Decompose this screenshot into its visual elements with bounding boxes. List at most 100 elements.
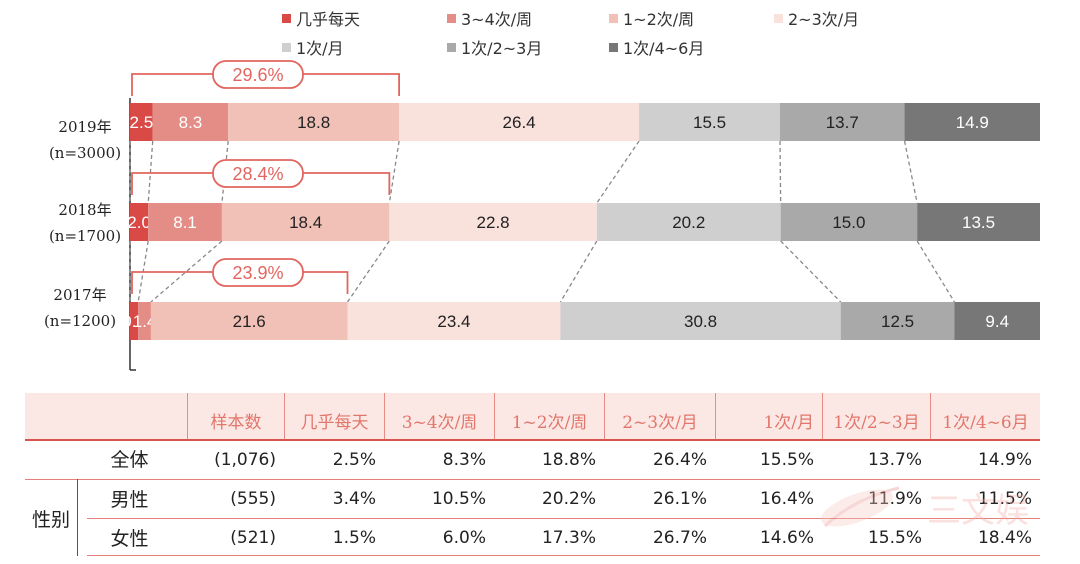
category-year: 2017年 <box>53 286 107 304</box>
watermark-logo: 三文娱 <box>815 478 1055 546</box>
header-2-3-per-month: 2~3次/月 <box>622 413 698 433</box>
bar-value-label: 18.8 <box>297 113 330 132</box>
legend-label: 1~2次/周 <box>623 10 695 29</box>
table-cell: 14.9% <box>977 450 1032 470</box>
table-cell: (521) <box>230 528 276 548</box>
legend-label: 1次/4~6月 <box>623 39 705 58</box>
header-divider <box>384 393 385 439</box>
bar-value-label: 13.7 <box>826 113 859 132</box>
category-label-2018: 2018年 (n=1700) <box>40 197 130 249</box>
row-label-all: 全体 <box>110 449 149 471</box>
bar-segment <box>639 103 780 141</box>
category-sample-size: (n=1200) <box>43 312 117 330</box>
header-divider <box>284 393 285 439</box>
header-3-4-per-week: 3~4次/周 <box>401 413 478 433</box>
table-cell: 6.0% <box>442 528 486 548</box>
segment-connector-line <box>388 140 400 204</box>
bar-segment <box>904 103 1040 141</box>
row-label-female: 女性 <box>110 528 149 550</box>
segment-connector-line <box>596 140 640 204</box>
subtotal-pill <box>212 258 304 287</box>
legend-item: 2~3次/月 <box>774 6 859 30</box>
bar-value-label: 22.8 <box>477 213 510 232</box>
legend-label: 1次/月 <box>296 39 344 58</box>
group-bracket <box>77 479 78 556</box>
segment-connector-line <box>346 240 390 303</box>
table-cell: 15.5% <box>867 528 922 548</box>
segment-connector-line <box>780 240 842 303</box>
category-sample-size: (n=3000) <box>48 144 122 162</box>
frequency-table: 样本数 几乎每天 3~4次/周 1~2次/周 2~3次/月 1次/月 1次/2~… <box>25 393 1040 559</box>
chart-canvas: 2.5 8.3 18.8 26.4 15.5 13.7 14.9 2.0 8.1 18.4 22.8… <box>127 60 1040 371</box>
header-divider <box>604 393 605 439</box>
table-cell: 15.5% <box>759 450 814 470</box>
table-cell: 17.3% <box>541 528 596 548</box>
bar-segment <box>917 203 1040 241</box>
legend-swatch <box>282 42 291 52</box>
header-divider <box>187 393 188 439</box>
table-cell: 2.5% <box>332 450 376 470</box>
header-1-per-4-6-months: 1次/4~6月 <box>942 413 1029 433</box>
bar-segment <box>130 302 139 340</box>
bar-value-label: 9.4 <box>985 312 1009 331</box>
bar-segment <box>150 302 348 340</box>
row-separator <box>25 479 1040 480</box>
bar-segment <box>399 103 640 141</box>
category-label-2019: 2019年 (n=3000) <box>40 114 130 166</box>
bar-segment <box>560 302 841 340</box>
row-separator <box>87 555 1040 556</box>
bar-value-label: 2.0 <box>127 213 151 232</box>
category-year: 2019年 <box>58 118 112 136</box>
table-cell: 10.5% <box>431 489 486 509</box>
feather-logo-icon: 三文娱 <box>820 486 1029 531</box>
bar-value-label: 2.5 <box>130 113 154 132</box>
stacked-bar-chart: 2.5 8.3 18.8 26.4 15.5 13.7 14.9 2.0 8.1 18.4 22.8… <box>40 6 1040 371</box>
table-cell: 14.6% <box>759 528 814 548</box>
bar-segment <box>138 302 151 340</box>
bar-value-label: 26.4 <box>503 113 536 132</box>
table-cell: (555) <box>230 489 276 509</box>
header-1-per-month: 1次/月 <box>763 413 814 433</box>
header-daily: 几乎每天 <box>300 413 369 433</box>
bar-segment <box>840 302 955 340</box>
bar-value-label: 20.2 <box>672 213 705 232</box>
bar-segment <box>152 103 229 141</box>
legend-item: 3~4次/周 <box>447 6 532 30</box>
table-cell: 26.7% <box>652 528 707 548</box>
bar-value-label: 8.3 <box>179 113 203 132</box>
subtotal-pill <box>212 159 304 188</box>
bar-value-label: 13.5 <box>962 213 995 232</box>
table-cell: 13.7% <box>867 450 922 470</box>
legend-swatch <box>447 42 456 52</box>
bar-segment <box>780 103 905 141</box>
legend-label: 3~4次/周 <box>461 10 533 29</box>
table-header-row: 样本数 几乎每天 3~4次/周 1~2次/周 2~3次/月 1次/月 1次/2~… <box>25 393 1040 439</box>
legend-swatch <box>282 13 291 23</box>
bar-segment <box>130 203 149 241</box>
header-1-2-per-week: 1~2次/周 <box>511 413 588 433</box>
table-cell: 16.4% <box>759 489 814 509</box>
bar-segment <box>221 203 390 241</box>
subtotal-pill <box>212 60 304 89</box>
table-cell: 11.9% <box>867 489 922 509</box>
legend-swatch <box>774 13 783 23</box>
row-separator <box>87 518 1040 519</box>
legend-swatch <box>447 13 456 23</box>
table-cell: (1,076) <box>214 450 276 470</box>
segment-connector-line <box>147 140 154 204</box>
legend-swatch <box>609 42 618 52</box>
bar-segment <box>596 203 781 241</box>
segment-connector-line <box>150 240 223 303</box>
legend-swatch <box>609 13 618 23</box>
table-cell: 26.4% <box>652 450 707 470</box>
legend-item: 1次/4~6月 <box>609 35 704 59</box>
bar-value-label: 8.1 <box>173 213 197 232</box>
legend-item: 1次/月 <box>282 35 344 59</box>
bar-value-label: 15.0 <box>832 213 865 232</box>
segment-connector-line <box>916 240 956 303</box>
bar-segment <box>228 103 400 141</box>
segment-connector-line <box>559 240 598 303</box>
header-divider <box>822 393 823 439</box>
legend-item: 几乎每天 <box>282 6 360 30</box>
legend-label: 1次/2~3月 <box>461 39 543 58</box>
